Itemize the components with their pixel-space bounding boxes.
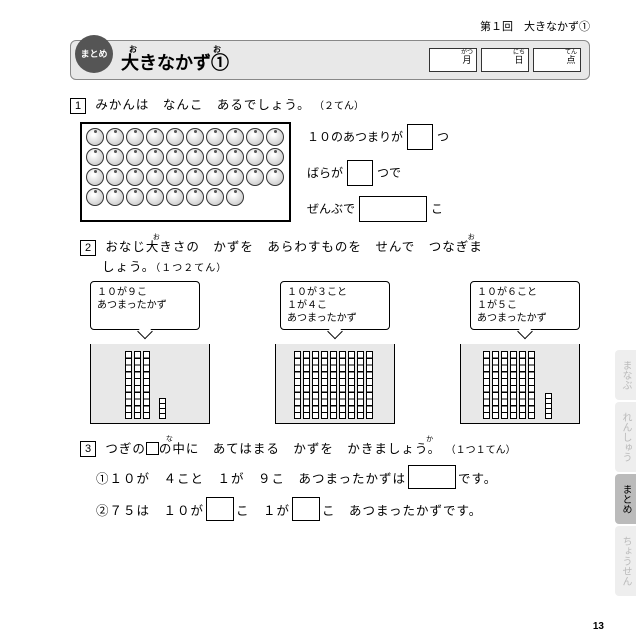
date-box[interactable]: 月がつ [429, 48, 477, 72]
side-tab[interactable]: ちょうせん [615, 526, 636, 596]
q1-points: （２てん） [314, 101, 364, 112]
orange-icon [146, 168, 164, 186]
orange-icon [246, 128, 264, 146]
orange-icon [126, 128, 144, 146]
orange-icon [186, 168, 204, 186]
orange-icon [86, 188, 104, 206]
q2-number: 2 [80, 240, 96, 256]
orange-icon [126, 148, 144, 166]
orange-icon [106, 168, 124, 186]
q1-text: みかんは なんこ あるでしょう。 [95, 98, 310, 112]
orange-icon [146, 148, 164, 166]
answer-box[interactable] [407, 124, 433, 150]
orange-icon [246, 148, 264, 166]
page-title: 大きなかず①おお [121, 45, 429, 75]
orange-icon [166, 148, 184, 166]
q3-number: 3 [80, 441, 96, 457]
speech-bubbles: １０が９こあつまったかず １０が３こと１が４こあつまったかず １０が６こと１が５こあ… [90, 281, 580, 330]
orange-icon [206, 128, 224, 146]
page-number: 13 [593, 621, 604, 632]
chapter-line: 第１回 大きなかず① [70, 18, 590, 34]
orange-icon [226, 168, 244, 186]
orange-icon [186, 188, 204, 206]
orange-icon [166, 188, 184, 206]
orange-icon [266, 148, 284, 166]
orange-icon [166, 128, 184, 146]
date-score-boxes: 月がつ日にち点てん [429, 48, 581, 72]
orange-icon [186, 148, 204, 166]
orange-icon [246, 168, 264, 186]
orange-icon [226, 128, 244, 146]
orange-icon [126, 188, 144, 206]
orange-icon [86, 148, 104, 166]
orange-icon [106, 128, 124, 146]
orange-icon [206, 168, 224, 186]
side-tab[interactable]: れんしゅう [615, 402, 636, 472]
speech-bubble: １０が６こと１が５こあつまったかず [470, 281, 580, 330]
orange-icon [86, 168, 104, 186]
block-diagrams [90, 344, 580, 424]
orange-icon [106, 188, 124, 206]
answer-box[interactable] [359, 196, 427, 222]
orange-grid [80, 122, 291, 222]
date-box[interactable]: 点てん [533, 48, 581, 72]
orange-icon [226, 148, 244, 166]
speech-bubble: １０が３こと１が４こあつまったかず [280, 281, 390, 330]
side-tab[interactable]: まとめ [615, 474, 636, 524]
block-frame [460, 344, 580, 424]
side-tab[interactable]: まなぶ [615, 350, 636, 400]
side-tabs: まなぶれんしゅうまとめちょうせん [615, 350, 636, 596]
speech-bubble: １０が９こあつまったかず [90, 281, 200, 330]
question-2: 2 おなじ大きさの かずを あらわすものを せんで つなぎまおお しょう。（１つ… [80, 234, 590, 424]
orange-icon [186, 128, 204, 146]
orange-icon [166, 168, 184, 186]
answer-box[interactable] [347, 160, 373, 186]
summary-badge: まとめ [75, 35, 121, 81]
answer-box[interactable] [206, 497, 234, 521]
orange-icon [126, 168, 144, 186]
orange-icon [146, 188, 164, 206]
answer-box[interactable] [292, 497, 320, 521]
q1-number: 1 [70, 98, 86, 114]
question-1: 1 みかんは なんこ あるでしょう。 （２てん） １０のあつまりがつ ばらがつで… [70, 94, 590, 222]
orange-icon [206, 148, 224, 166]
block-frame [275, 344, 395, 424]
date-box[interactable]: 日にち [481, 48, 529, 72]
orange-icon [106, 148, 124, 166]
orange-icon [266, 168, 284, 186]
orange-icon [146, 128, 164, 146]
q2-text: おなじ大きさの かずを あらわすものを せんで つなぎまおお [105, 240, 482, 254]
block-frame [90, 344, 210, 424]
question-3: 3 つぎのの中に あてはまる かずを かきましょう。なか （１つ１てん） ①１０… [80, 436, 590, 522]
answer-box[interactable] [408, 465, 456, 489]
orange-icon [86, 128, 104, 146]
orange-icon [226, 188, 244, 206]
title-bar: まとめ 大きなかず①おお 月がつ日にち点てん [70, 40, 590, 80]
q3-text: つぎのの中に あてはまる かずを かきましょう。なか [105, 442, 445, 456]
q1-answers: １０のあつまりがつ ばらがつで ぜんぶでこ [307, 122, 449, 222]
orange-icon [206, 188, 224, 206]
orange-icon [266, 128, 284, 146]
